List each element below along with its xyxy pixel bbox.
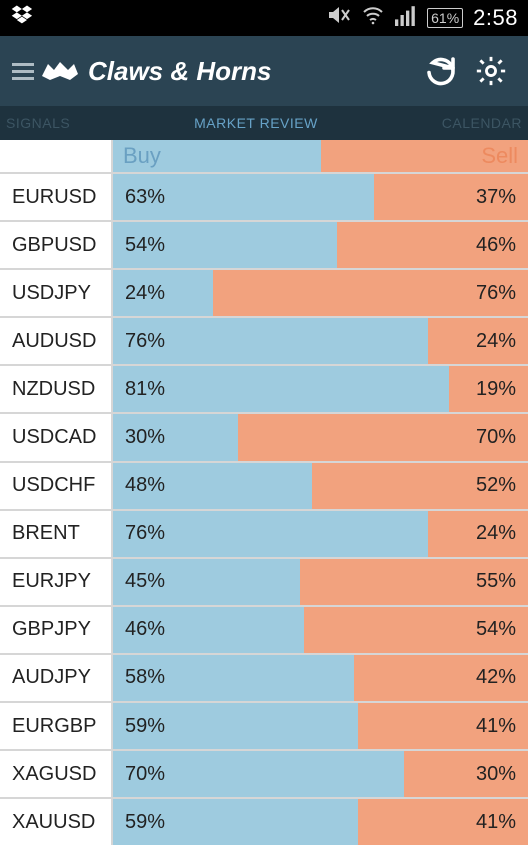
ratio-bar: 58%42% — [113, 655, 528, 701]
ratio-bar: 59%41% — [113, 703, 528, 749]
ratio-bar: 76%24% — [113, 511, 528, 557]
ratio-bar: 45%55% — [113, 559, 528, 605]
buy-segment: 30% — [113, 414, 238, 460]
pair-label: BRENT — [0, 511, 113, 557]
table-row[interactable]: AUDJPY58%42% — [0, 653, 528, 701]
buy-segment: 54% — [113, 222, 337, 268]
sell-segment: 52% — [312, 463, 528, 509]
menu-icon[interactable] — [12, 63, 34, 80]
table-row[interactable]: GBPJPY46%54% — [0, 605, 528, 653]
dropbox-icon — [10, 3, 34, 33]
table-row[interactable]: USDCHF48%52% — [0, 461, 528, 509]
pair-label: USDCAD — [0, 414, 113, 460]
buy-segment: 58% — [113, 655, 354, 701]
buy-segment: 76% — [113, 511, 428, 557]
signal-icon — [395, 4, 417, 32]
ratio-bar: 54%46% — [113, 222, 528, 268]
buy-segment: 63% — [113, 174, 374, 220]
app-logo-icon — [40, 56, 80, 86]
column-header-spacer — [0, 140, 113, 172]
sell-segment: 30% — [404, 751, 528, 797]
table-row[interactable]: BRENT76%24% — [0, 509, 528, 557]
sell-segment: 76% — [213, 270, 528, 316]
pair-label: USDCHF — [0, 463, 113, 509]
buy-segment: 59% — [113, 703, 358, 749]
sell-segment: 24% — [428, 318, 528, 364]
table-row[interactable]: GBPUSD54%46% — [0, 220, 528, 268]
table-row[interactable]: NZDUSD81%19% — [0, 364, 528, 412]
sell-segment: 46% — [337, 222, 528, 268]
ratio-bar: 76%24% — [113, 318, 528, 364]
buy-segment: 48% — [113, 463, 312, 509]
table-row[interactable]: EURJPY45%55% — [0, 557, 528, 605]
battery-indicator: 61% — [427, 8, 463, 28]
pair-label: XAUUSD — [0, 799, 113, 845]
tab-bar: SIGNALS MARKET REVIEW CALENDAR — [0, 106, 528, 140]
tab-calendar[interactable]: CALENDAR — [442, 115, 522, 131]
buy-segment: 24% — [113, 270, 213, 316]
pair-label: XAGUSD — [0, 751, 113, 797]
sell-segment: 41% — [358, 799, 528, 845]
table-row[interactable]: AUDUSD76%24% — [0, 316, 528, 364]
pair-label: NZDUSD — [0, 366, 113, 412]
sell-segment: 37% — [374, 174, 528, 220]
sell-segment: 19% — [449, 366, 528, 412]
table-row[interactable]: EURUSD63%37% — [0, 172, 528, 220]
sell-segment: 54% — [304, 607, 528, 653]
pair-label: EURJPY — [0, 559, 113, 605]
buy-segment: 76% — [113, 318, 428, 364]
ratio-bar: 59%41% — [113, 799, 528, 845]
pair-label: AUDJPY — [0, 655, 113, 701]
table-row[interactable]: EURGBP59%41% — [0, 701, 528, 749]
table-row[interactable]: USDJPY24%76% — [0, 268, 528, 316]
app-header: Claws & Horns — [0, 36, 528, 106]
tab-market-review[interactable]: MARKET REVIEW — [194, 115, 318, 131]
table-row[interactable]: XAGUSD70%30% — [0, 749, 528, 797]
status-bar: 61% 2:58 — [0, 0, 528, 36]
ratio-bar: 48%52% — [113, 463, 528, 509]
table-row[interactable]: XAUUSD59%41% — [0, 797, 528, 845]
pair-label: EURGBP — [0, 703, 113, 749]
pair-label: USDJPY — [0, 270, 113, 316]
settings-button[interactable] — [466, 46, 516, 96]
sell-segment: 24% — [428, 511, 528, 557]
pair-label: AUDUSD — [0, 318, 113, 364]
pair-label: EURUSD — [0, 174, 113, 220]
pair-label: GBPJPY — [0, 607, 113, 653]
ratio-bar: 70%30% — [113, 751, 528, 797]
column-header: Buy Sell — [0, 140, 528, 172]
ratio-bar: 46%54% — [113, 607, 528, 653]
column-header-buy: Buy — [113, 140, 321, 172]
market-table: EURUSD63%37%GBPUSD54%46%USDJPY24%76%AUDU… — [0, 172, 528, 845]
refresh-button[interactable] — [416, 46, 466, 96]
ratio-bar: 81%19% — [113, 366, 528, 412]
buy-segment: 46% — [113, 607, 304, 653]
wifi-icon — [361, 3, 385, 33]
buy-segment: 59% — [113, 799, 358, 845]
sell-segment: 70% — [238, 414, 528, 460]
column-header-sell: Sell — [321, 140, 528, 172]
app-title: Claws & Horns — [88, 56, 416, 87]
ratio-bar: 63%37% — [113, 174, 528, 220]
ratio-bar: 30%70% — [113, 414, 528, 460]
table-row[interactable]: USDCAD30%70% — [0, 412, 528, 460]
sell-segment: 41% — [358, 703, 528, 749]
sell-segment: 55% — [300, 559, 528, 605]
ratio-bar: 24%76% — [113, 270, 528, 316]
clock: 2:58 — [473, 5, 518, 31]
buy-segment: 70% — [113, 751, 404, 797]
mute-icon — [325, 3, 351, 33]
buy-segment: 45% — [113, 559, 300, 605]
buy-segment: 81% — [113, 366, 449, 412]
pair-label: GBPUSD — [0, 222, 113, 268]
sell-segment: 42% — [354, 655, 528, 701]
tab-signals[interactable]: SIGNALS — [6, 115, 70, 131]
